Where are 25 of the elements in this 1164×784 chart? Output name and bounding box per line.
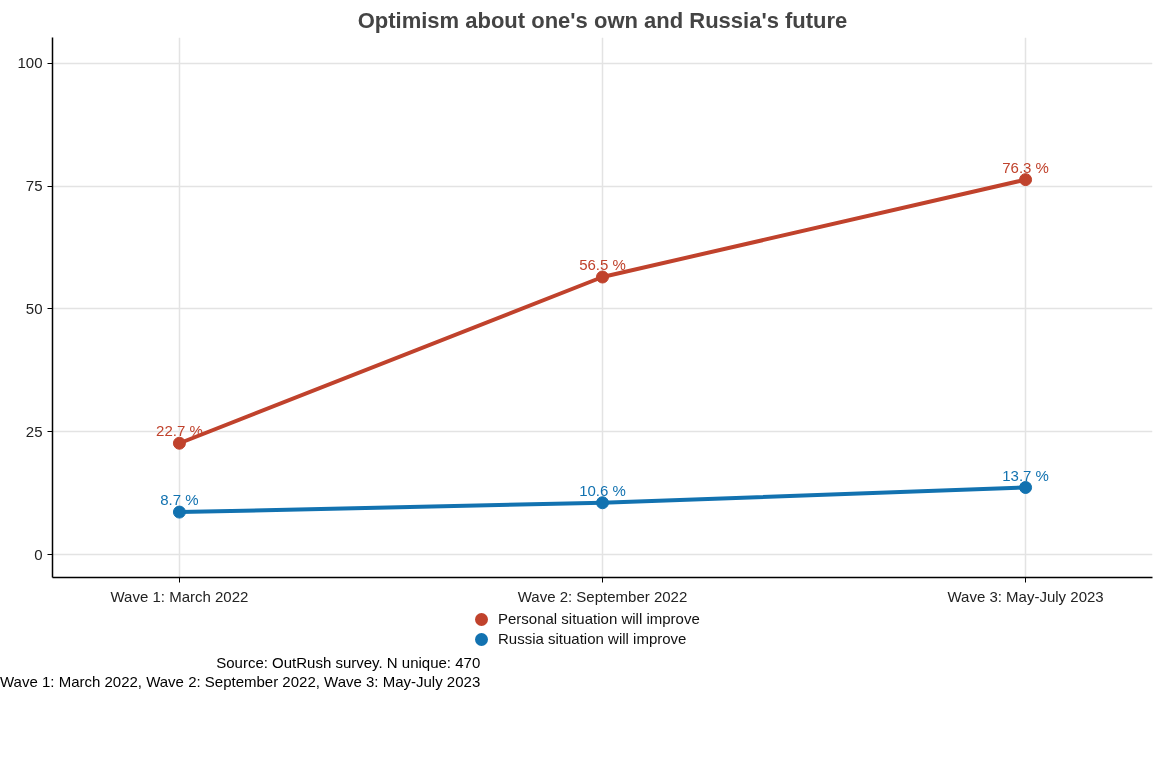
data-label: 8.7 % [160, 491, 199, 509]
x-tick-label: Wave 2: September 2022 [517, 587, 688, 605]
data-label: 13.7 % [1002, 466, 1049, 484]
y-tick-label: 0 [34, 545, 43, 563]
legend-label: Russia situation will improve [498, 629, 687, 650]
y-tick-label: 50 [25, 299, 43, 317]
x-tick-label: Wave 3: May-July 2023 [947, 587, 1104, 605]
legend-item: Personal situation will improve [475, 609, 700, 629]
data-label: 10.6 % [579, 481, 626, 499]
point [172, 505, 186, 519]
source-note: Source: OutRush survey. N unique: 470 [216, 653, 481, 671]
x-tick-label: Wave 1: March 2022 [110, 587, 249, 605]
point [1019, 173, 1033, 187]
point [596, 270, 609, 284]
data-label: 56.5 % [579, 256, 626, 274]
point [1019, 481, 1033, 494]
point [172, 436, 186, 450]
text: Wave 1: March 2022, Wave 2: September 2022, Wave 3: May-July 2023 [0, 672, 481, 690]
point [596, 496, 609, 510]
legend-item: Russia situation will improve [475, 629, 700, 649]
chart-title: Optimism about one's own and Russia's future [357, 7, 848, 33]
data-label: 76.3 % [1002, 158, 1049, 176]
y-tick-label: 100 [17, 54, 43, 72]
y-tick-label: 25 [25, 422, 43, 440]
y-tick-label: 75 [25, 177, 43, 195]
